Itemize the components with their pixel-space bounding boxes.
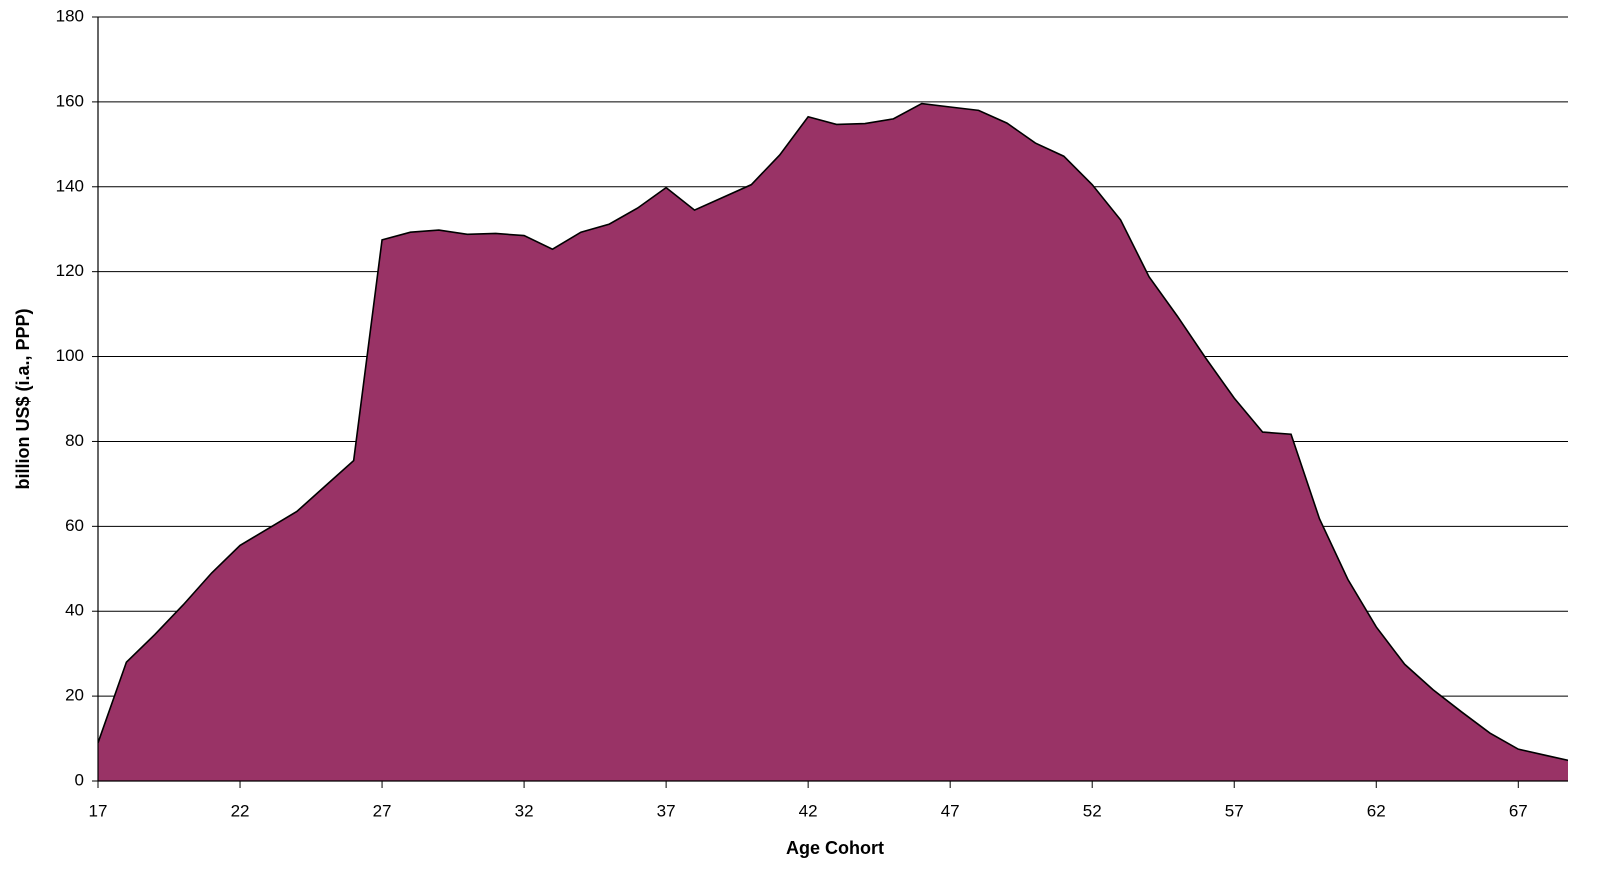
x-tick-label: 52 bbox=[1083, 801, 1102, 820]
y-tick-label: 180 bbox=[56, 6, 84, 25]
x-tick-label: 67 bbox=[1509, 801, 1528, 820]
x-tick-label: 17 bbox=[89, 801, 108, 820]
y-tick-label: 20 bbox=[65, 686, 84, 705]
y-tick-label: 140 bbox=[56, 176, 84, 195]
x-tick-label: 47 bbox=[941, 801, 960, 820]
x-tick-label: 57 bbox=[1225, 801, 1244, 820]
plot-area bbox=[98, 102, 1568, 781]
axes: 0 20 40 60 80 100 120 140 160 180 17 22 27 32 37 42 47 52… bbox=[56, 6, 1568, 820]
x-tick-label: 22 bbox=[231, 801, 250, 820]
y-tick-label: 100 bbox=[56, 346, 84, 365]
x-tick-label: 37 bbox=[657, 801, 676, 820]
x-tick-label: 27 bbox=[373, 801, 392, 820]
y-tick-label: 160 bbox=[56, 91, 84, 110]
y-tick-label: 120 bbox=[56, 261, 84, 280]
x-axis-title: Age Cohort bbox=[786, 838, 884, 858]
area-outline bbox=[98, 102, 1568, 762]
y-tick-label: 80 bbox=[65, 431, 84, 450]
x-tick-label: 42 bbox=[799, 801, 818, 820]
y-tick-label: 60 bbox=[65, 516, 84, 535]
area bbox=[98, 103, 1568, 781]
x-tick-label: 62 bbox=[1367, 801, 1386, 820]
y-tick-label: 0 bbox=[75, 770, 84, 789]
x-tick-label: 32 bbox=[515, 801, 534, 820]
y-axis-title: billion US$ (i.a., PPP) bbox=[13, 308, 33, 489]
y-tick-label: 40 bbox=[65, 601, 84, 620]
